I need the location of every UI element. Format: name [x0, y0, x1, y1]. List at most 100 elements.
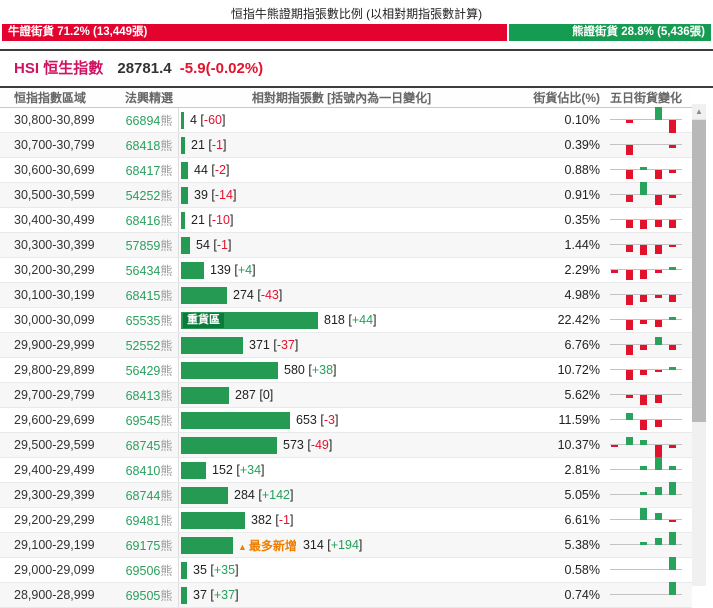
- oi-percent-cell: 2.81%: [564, 463, 600, 477]
- index-range-cell: 30,500-30,599: [14, 188, 95, 202]
- five-day-bar: [654, 220, 662, 227]
- featured-code-link[interactable]: 68744熊: [125, 488, 173, 503]
- featured-code-link[interactable]: 69481熊: [125, 513, 173, 528]
- featured-code-link[interactable]: 56429熊: [125, 363, 173, 378]
- oi-percent-cell: 0.91%: [564, 188, 600, 202]
- relative-contracts-cell: 37 [+37]: [178, 583, 505, 607]
- scrollbar-thumb[interactable]: [692, 120, 706, 422]
- five-day-chart-cell: [600, 433, 692, 458]
- featured-code-link[interactable]: 68410熊: [125, 463, 173, 478]
- five-day-bar: [654, 195, 662, 205]
- oi-value: 314 [+194]: [302, 538, 363, 552]
- minichart-baseline: [610, 419, 682, 420]
- five-day-minichart: [608, 283, 684, 307]
- five-day-chart-cell: [600, 158, 692, 182]
- featured-code-link[interactable]: 69545熊: [125, 413, 173, 428]
- relative-contracts-cell: 54 [-1]: [178, 233, 505, 257]
- oi-bar: [181, 536, 233, 554]
- table-row: 30,400-30,499 68416熊 21 [-10] 0.35%: [0, 208, 692, 233]
- five-day-bar: [640, 167, 647, 170]
- five-day-bar: [625, 270, 633, 280]
- five-day-bar: [654, 245, 662, 254]
- relative-contracts-cell: 39 [-14]: [178, 183, 505, 207]
- page-title: 恒指牛熊證期指張數比例 (以相對期指張數計算): [230, 7, 483, 21]
- five-day-bar: [669, 120, 676, 133]
- five-day-bar: [625, 320, 633, 330]
- featured-code-link[interactable]: 68416熊: [125, 213, 173, 228]
- five-day-bar: [611, 445, 618, 447]
- minichart-baseline: [610, 119, 682, 120]
- minichart-baseline: [610, 294, 682, 295]
- featured-code-link[interactable]: 66894熊: [125, 113, 173, 128]
- five-day-minichart: [608, 557, 684, 582]
- featured-code-link[interactable]: 69506熊: [125, 563, 173, 578]
- featured-code-link[interactable]: 69505熊: [125, 588, 173, 603]
- five-day-bar: [654, 270, 662, 273]
- index-range-cell: 29,400-29,499: [14, 463, 95, 477]
- up-triangle-icon: ▲: [238, 541, 247, 552]
- oi-percent-cell: 2.29%: [564, 263, 600, 277]
- table-row: 30,500-30,599 54252熊 39 [-14] 0.91%: [0, 182, 692, 208]
- bull-percent: 71.2%: [57, 26, 90, 38]
- minichart-baseline: [610, 369, 682, 370]
- header-index-range: 恒指指數區域: [14, 91, 87, 105]
- oi-value: 39 [-14]: [194, 188, 237, 202]
- five-day-minichart: [608, 408, 684, 432]
- featured-code-link[interactable]: 57859熊: [125, 238, 173, 253]
- heavy-zone-tag: 重貨區: [183, 312, 224, 328]
- featured-code-link[interactable]: 69175熊: [125, 538, 173, 553]
- oi-percent-cell: 4.98%: [564, 288, 600, 302]
- five-day-bar: [654, 420, 662, 427]
- five-day-chart-cell: [600, 333, 692, 357]
- table-row: 29,600-29,699 69545熊 653 [-3] 11.59%: [0, 408, 692, 433]
- minichart-baseline: [610, 344, 682, 345]
- five-day-minichart: [608, 358, 684, 382]
- index-range-cell: 29,300-29,399: [14, 488, 95, 502]
- oi-percent-cell: 6.61%: [564, 513, 600, 527]
- header-oi-percent: 街貨佔比(%): [533, 91, 600, 105]
- five-day-chart-cell: [600, 508, 692, 532]
- scrollbar[interactable]: ▲: [692, 104, 706, 586]
- five-day-bar: [640, 345, 647, 350]
- five-day-chart-cell: [600, 582, 692, 607]
- scroll-up-arrow-icon[interactable]: ▲: [692, 104, 706, 120]
- relative-contracts-cell: ▲ 最多新增 314 [+194]: [178, 533, 505, 557]
- relative-contracts-cell: 139 [+4]: [178, 258, 505, 282]
- oi-bar: [181, 336, 243, 354]
- relative-contracts-cell: 580 [+38]: [178, 358, 505, 382]
- five-day-bar: [669, 520, 676, 522]
- oi-bar: [181, 186, 188, 204]
- featured-code-link[interactable]: 54252熊: [125, 188, 173, 203]
- relative-contracts-cell: 21 [-1]: [178, 133, 505, 157]
- featured-code-link[interactable]: 68417熊: [125, 163, 173, 178]
- featured-code-link[interactable]: 65535熊: [125, 313, 173, 328]
- five-day-bar: [669, 317, 676, 320]
- featured-code-link[interactable]: 52552熊: [125, 338, 173, 353]
- index-range-cell: 29,000-29,099: [14, 563, 95, 577]
- five-day-bar: [640, 270, 647, 279]
- index-quote: HSI 恒生指數 28781.4 -5.9(-0.02%): [0, 51, 713, 86]
- five-day-minichart: [608, 383, 684, 407]
- five-day-chart-cell: [600, 182, 692, 207]
- table-row: 28,900-28,999 69505熊 37 [+37] 0.74%: [0, 582, 692, 608]
- relative-contracts-cell: 44 [-2]: [178, 158, 505, 182]
- featured-code-link[interactable]: 56434熊: [125, 263, 173, 278]
- featured-code-link[interactable]: 68413熊: [125, 388, 173, 403]
- five-day-bar: [640, 320, 647, 324]
- table-header-row: 恒指指數區域 法興精選 相對期指張數 [括號內為一日變化] 街貨佔比(%) 五日…: [0, 88, 692, 108]
- oi-percent-cell: 5.62%: [564, 388, 600, 402]
- minichart-baseline: [610, 319, 682, 320]
- minichart-baseline: [610, 144, 682, 145]
- featured-code-link[interactable]: 68418熊: [125, 138, 173, 153]
- five-day-minichart: [608, 133, 684, 157]
- oi-percent-cell: 10.37%: [557, 438, 600, 452]
- oi-percent-cell: 0.74%: [564, 588, 600, 602]
- table-row: 30,700-30,799 68418熊 21 [-1] 0.39%: [0, 133, 692, 158]
- oi-bar: [181, 361, 278, 379]
- featured-code-link[interactable]: 68745熊: [125, 438, 173, 453]
- featured-code-link[interactable]: 68415熊: [125, 288, 173, 303]
- five-day-bar: [654, 445, 662, 458]
- index-range-cell: 30,400-30,499: [14, 213, 95, 227]
- five-day-chart-cell: [600, 258, 692, 282]
- five-day-minichart: [608, 457, 684, 482]
